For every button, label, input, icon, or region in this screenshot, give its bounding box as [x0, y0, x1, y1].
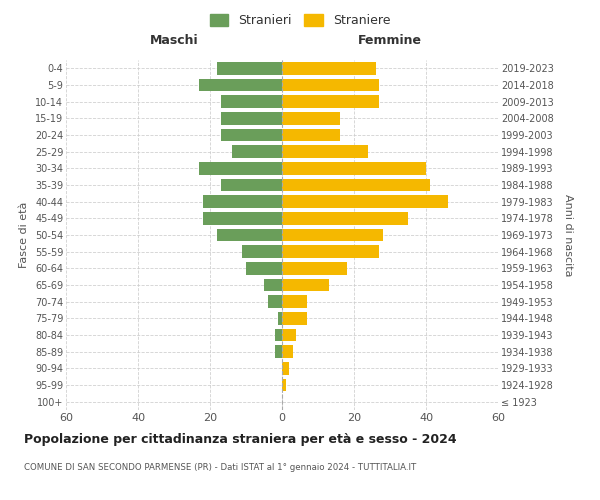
Bar [278, 312, 282, 324]
Bar [282, 296, 307, 308]
Bar [221, 96, 282, 108]
Bar [282, 279, 329, 291]
Bar [275, 329, 282, 341]
Bar [282, 346, 293, 358]
Bar [282, 62, 376, 74]
Bar [282, 162, 426, 174]
Bar [282, 229, 383, 241]
Bar [264, 279, 282, 291]
Bar [282, 362, 289, 374]
Y-axis label: Fasce di età: Fasce di età [19, 202, 29, 268]
Bar [282, 112, 340, 124]
Legend: Stranieri, Straniere: Stranieri, Straniere [205, 8, 395, 32]
Text: Popolazione per cittadinanza straniera per età e sesso - 2024: Popolazione per cittadinanza straniera p… [24, 432, 457, 446]
Bar [203, 212, 282, 224]
Bar [221, 179, 282, 192]
Bar [268, 296, 282, 308]
Bar [282, 146, 368, 158]
Text: Maschi: Maschi [149, 34, 199, 46]
Bar [282, 129, 340, 141]
Bar [282, 246, 379, 258]
Bar [246, 262, 282, 274]
Bar [282, 179, 430, 192]
Bar [282, 329, 296, 341]
Text: COMUNE DI SAN SECONDO PARMENSE (PR) - Dati ISTAT al 1° gennaio 2024 - TUTTITALIA: COMUNE DI SAN SECONDO PARMENSE (PR) - Da… [24, 462, 416, 471]
Bar [275, 346, 282, 358]
Bar [282, 212, 408, 224]
Bar [232, 146, 282, 158]
Bar [217, 62, 282, 74]
Bar [282, 196, 448, 208]
Bar [203, 196, 282, 208]
Bar [199, 79, 282, 92]
Bar [217, 229, 282, 241]
Y-axis label: Anni di nascita: Anni di nascita [563, 194, 573, 276]
Bar [282, 312, 307, 324]
Bar [282, 79, 379, 92]
Bar [282, 96, 379, 108]
Bar [242, 246, 282, 258]
Bar [282, 262, 347, 274]
Text: Femmine: Femmine [358, 34, 422, 46]
Bar [199, 162, 282, 174]
Bar [282, 379, 286, 391]
Bar [221, 112, 282, 124]
Bar [221, 129, 282, 141]
